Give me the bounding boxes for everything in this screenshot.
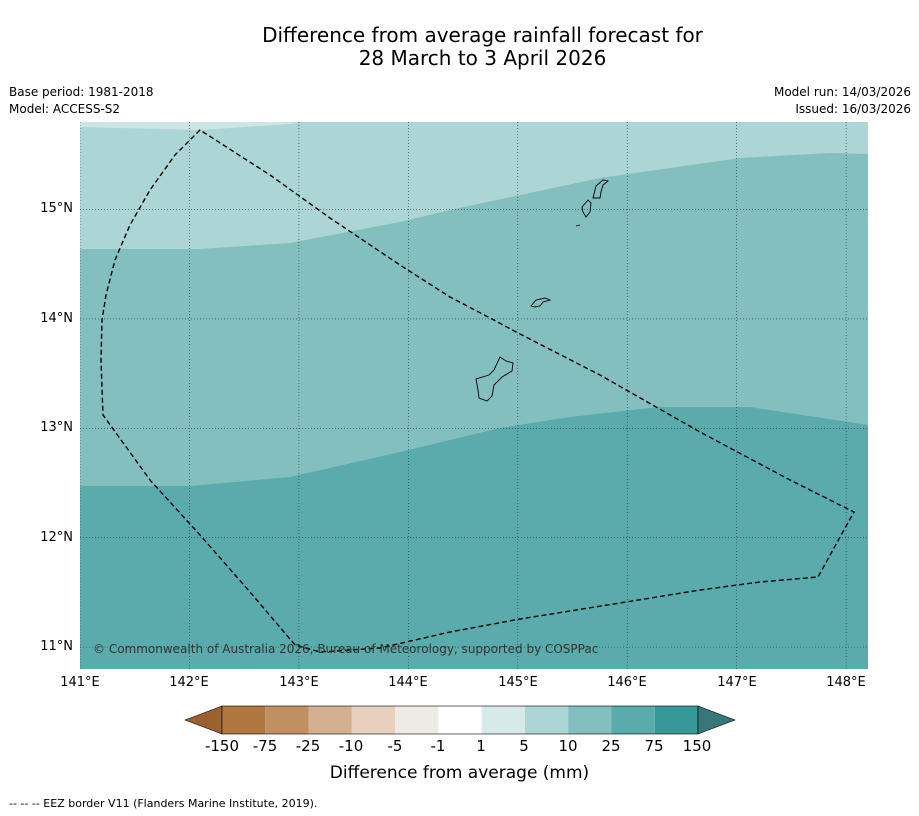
colorbar-under-arrow: [184, 705, 223, 735]
colorbar-swatch: [265, 706, 309, 734]
colorbar-tick: 5: [519, 737, 529, 755]
colorbar-tick: -150: [204, 737, 240, 755]
lon-tick-141e: 141°E: [60, 675, 100, 690]
colorbar-swatch: [351, 706, 396, 734]
colorbar-swatch: [481, 706, 525, 734]
model-text: Model: ACCESS-S2: [9, 102, 121, 116]
colorbar-over-arrow: [697, 705, 736, 735]
colorbar-tick: 10: [558, 737, 578, 755]
lat-tick-14n: 14°N: [40, 311, 73, 326]
saipan-island: [592, 179, 610, 199]
tinian-island: [581, 199, 592, 218]
rainfall-map: © Commonwealth of Australia 2026, Bureau…: [80, 122, 868, 669]
lon-tick-145e: 145°E: [498, 675, 538, 690]
colorbar-tick: 75: [644, 737, 664, 755]
chart-title-line-2: 28 March to 3 April 2026: [358, 46, 607, 70]
model-run-text: Model run: 14/03/2026: [773, 85, 911, 99]
lon-tick-142e: 142°E: [169, 675, 209, 690]
issued-text: Issued: 16/03/2026: [795, 102, 911, 116]
colorbar-tick: -10: [338, 737, 364, 755]
colorbar-swatch: [568, 706, 612, 734]
guam-island: [475, 356, 514, 402]
colorbar-label: Difference from average (mm): [329, 763, 590, 783]
lon-tick-144e: 144°E: [388, 675, 428, 690]
aguijan-island: [575, 224, 581, 227]
band-1-5: [80, 122, 300, 130]
lat-tick-11n: 11°N: [40, 639, 73, 654]
colorbar-swatch: [395, 706, 439, 734]
lon-tick-146e: 146°E: [607, 675, 647, 690]
islands: [475, 179, 610, 402]
colorbar-swatch: [611, 706, 655, 734]
chart-title-line-1: Difference from average rainfall forecas…: [262, 23, 703, 47]
colorbar-swatch: [438, 706, 482, 734]
colorbar-tick: 1: [476, 737, 486, 755]
colorbar-tick: -75: [252, 737, 278, 755]
colorbar-swatch: [654, 706, 698, 734]
colorbar-tick: -1: [430, 737, 446, 755]
base-period-text: Base period: 1981-2018: [9, 85, 154, 99]
colorbar: [184, 705, 736, 735]
colorbar-swatch: [524, 706, 569, 734]
colorbar-tick: 25: [601, 737, 621, 755]
lon-tick-147e: 147°E: [717, 675, 757, 690]
copyright-text: © Commonwealth of Australia 2026, Bureau…: [93, 642, 598, 656]
lon-tick-148e: 148°E: [826, 675, 866, 690]
lat-tick-12n: 12°N: [40, 530, 73, 545]
eez-footnote: -- -- -- EEZ border V11 (Flanders Marine…: [9, 797, 318, 810]
lat-tick-15n: 15°N: [40, 201, 73, 216]
rota-island: [530, 297, 552, 308]
colorbar-swatch: [222, 706, 266, 734]
colorbar-tick: 150: [682, 737, 712, 755]
colorbar-tick: -5: [387, 737, 403, 755]
lat-tick-13n: 13°N: [40, 420, 73, 435]
lon-tick-143e: 143°E: [279, 675, 319, 690]
grid-lines: [80, 122, 868, 669]
colorbar-tick: -25: [295, 737, 321, 755]
colorbar-swatch: [308, 706, 352, 734]
